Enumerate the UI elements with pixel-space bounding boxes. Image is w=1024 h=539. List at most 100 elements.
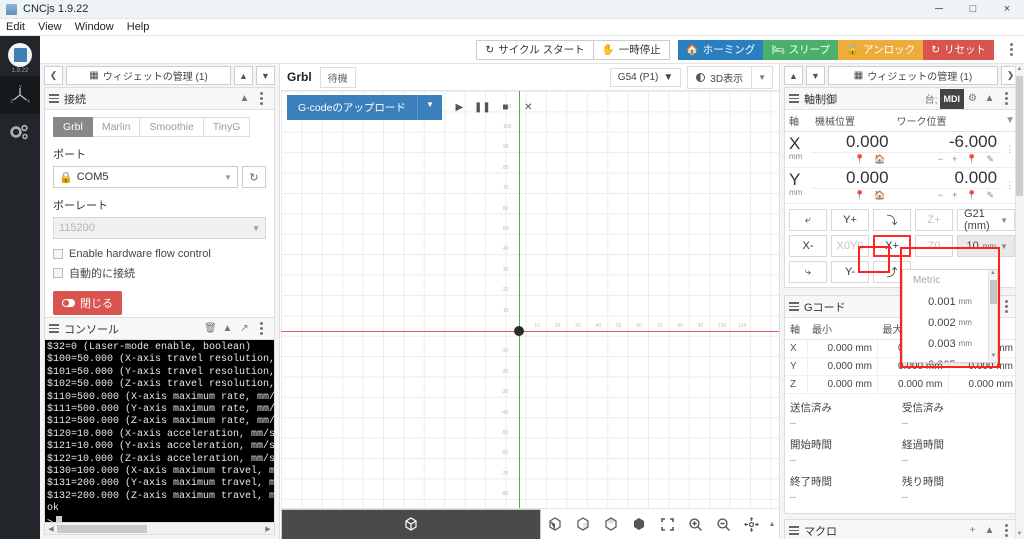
front-view-icon[interactable] <box>541 509 569 539</box>
edit-icon[interactable]: ✎ <box>986 190 995 200</box>
refresh-ports-button[interactable]: ↻ <box>242 166 266 188</box>
menu-item-edit[interactable]: Edit <box>6 21 25 33</box>
wcs-select[interactable]: G54 (P1) ▼ <box>609 67 682 87</box>
close-connection-button[interactable]: 閉じる <box>53 291 122 315</box>
trash-icon[interactable]: 🗑 <box>204 323 217 334</box>
jog-down-left-icon[interactable]: ⤷ <box>789 261 827 283</box>
maximize-button[interactable]: □ <box>969 3 977 15</box>
console-hscrollbar[interactable]: ◀ ▶ <box>45 522 274 534</box>
zero-pin-icon[interactable]: 📍 <box>854 154 866 164</box>
console-collapse-icon[interactable]: ▲ <box>222 323 233 334</box>
right-move-down-button[interactable]: ▼ <box>806 66 825 85</box>
plus-icon[interactable]: + <box>952 190 958 200</box>
left-move-down-button[interactable]: ▼ <box>256 66 275 85</box>
jog-z-plus-button[interactable]: Z+ <box>915 209 953 231</box>
view-options-caret[interactable]: ▼ <box>751 65 773 89</box>
home-icon[interactable]: 🏠 <box>874 190 886 200</box>
reset-button[interactable]: ↻ リセット <box>923 39 994 60</box>
close-button[interactable]: × <box>1003 3 1011 15</box>
mdi-button[interactable]: MDI <box>939 88 964 109</box>
toggle-3d-view-button[interactable]: 3D表示 <box>687 65 752 89</box>
keypad-icon[interactable]: 台; <box>924 95 938 106</box>
expand-icon[interactable]: ↗ <box>240 323 249 334</box>
collapse-left-button[interactable]: ❮ <box>44 66 63 85</box>
console-hscroll-track[interactable] <box>57 523 262 535</box>
jog-xy-zero-button[interactable]: X0Y0 <box>831 235 869 257</box>
caret-up-icon[interactable]: ▲ <box>768 520 776 528</box>
scroll-down-icon[interactable]: ▼ <box>1016 531 1023 537</box>
move-camera-icon[interactable] <box>737 509 765 539</box>
port-select[interactable]: 🔒 COM5 ▼ <box>53 166 238 188</box>
set-pin-icon[interactable]: 📍 <box>966 190 978 200</box>
cycle-start-button[interactable]: ↻ サイクル スタート <box>476 39 594 60</box>
pause-icon[interactable]: ❚❚ <box>473 101 491 113</box>
axis-x-menu[interactable]: ⋮ <box>1001 131 1019 168</box>
jog-up-right-icon[interactable]: ⤵ <box>873 209 911 231</box>
dropdown-option-0001[interactable]: 0.001 mm <box>903 291 997 312</box>
axes-collapse-icon[interactable]: ▲ <box>984 93 995 104</box>
drag-handle-icon[interactable] <box>789 302 799 311</box>
drag-handle-icon[interactable] <box>49 94 59 103</box>
connection-overflow-menu[interactable] <box>253 89 270 109</box>
axes-overflow-menu[interactable] <box>998 89 1015 109</box>
top-view-icon[interactable] <box>569 509 597 539</box>
menu-item-view[interactable]: View <box>37 21 62 33</box>
play-icon[interactable]: ▶ <box>455 101 464 113</box>
flow-control-row[interactable]: Enable hardware flow control <box>53 248 266 260</box>
jog-z-zero-button[interactable]: Z0 <box>915 235 953 257</box>
pause-button[interactable]: ✋ 一時停止 <box>593 39 670 60</box>
drag-handle-icon[interactable] <box>789 94 799 103</box>
firmware-tab-grbl[interactable]: Grbl <box>53 117 93 137</box>
baud-select[interactable]: 115200 ▼ <box>53 217 266 239</box>
right-widget-manager-button[interactable]: ▦ ウィジェットの管理 (1) <box>828 66 998 85</box>
jog-x-plus-button[interactable]: X+ <box>873 235 911 257</box>
jog-y-minus-button[interactable]: Y- <box>831 261 869 283</box>
visualizer-canvas[interactable]: 10 20 30 40 50 60 70 80 90 100 110 10 20 30 40 50 60 70 80… <box>281 91 779 508</box>
right-view-icon[interactable] <box>597 509 625 539</box>
minus-icon[interactable]: − <box>937 154 944 164</box>
add-macro-icon[interactable]: + <box>969 525 976 536</box>
axis-y-menu[interactable]: ⋮ <box>1001 167 1019 204</box>
console-overflow-menu[interactable] <box>253 319 270 339</box>
macro-overflow-menu[interactable] <box>998 521 1015 539</box>
macro-collapse-icon[interactable]: ▲ <box>984 525 995 536</box>
step-size-dropdown[interactable]: Metric 0.001 mm 0.002 mm 0.003 mm 0.005 … <box>902 269 998 363</box>
auto-connect-checkbox[interactable] <box>53 268 63 278</box>
cube-view-icon[interactable] <box>625 509 653 539</box>
axis-table-menu-icon[interactable]: ▼ <box>1001 110 1019 132</box>
dropdown-scroll-thumb[interactable] <box>990 280 997 304</box>
left-move-up-button[interactable]: ▲ <box>234 66 253 85</box>
console-output[interactable]: $32=0 (Laser-mode enable, boolean) $100=… <box>45 340 274 522</box>
dropdown-option-0003[interactable]: 0.003 mm <box>903 333 997 354</box>
topbar-overflow-menu[interactable] <box>1002 43 1020 56</box>
plus-icon[interactable]: + <box>952 154 958 164</box>
scroll-left-icon[interactable]: ◀ <box>48 525 54 533</box>
unlock-button[interactable]: 🔒 アンロック <box>838 39 924 60</box>
work-pos-y[interactable]: 0.000 <box>892 167 1002 189</box>
menu-item-window[interactable]: Window <box>74 21 114 33</box>
rail-item-settings[interactable] <box>0 114 40 152</box>
right-scroll-thumb[interactable] <box>1016 76 1023 196</box>
close-icon[interactable]: ✕ <box>524 101 533 113</box>
edit-icon[interactable]: ✎ <box>986 154 995 164</box>
minus-icon[interactable]: − <box>937 190 944 200</box>
upload-gcode-button[interactable]: G-codeのアップロード <box>287 94 417 120</box>
sleep-button[interactable]: 🛏 スリープ <box>763 39 839 60</box>
scroll-right-icon[interactable]: ▶ <box>265 525 271 533</box>
right-move-up-button[interactable]: ▲ <box>784 66 803 85</box>
stop-icon[interactable]: ■ <box>502 101 509 113</box>
drag-handle-icon[interactable] <box>789 526 799 535</box>
console-hscroll-thumb[interactable] <box>57 524 147 533</box>
firmware-tab-marlin[interactable]: Marlin <box>92 117 141 137</box>
step-size-select[interactable]: 10 mm ▼ <box>957 235 1015 257</box>
gear-icon[interactable]: ⚙ <box>968 93 977 104</box>
units-select[interactable]: G21 (mm) ▼ <box>957 208 1015 232</box>
jog-up-left-icon[interactable]: ⤶ <box>789 209 827 231</box>
right-column-scrollbar[interactable]: ▲ ▼ <box>1015 64 1024 539</box>
jog-y-plus-button[interactable]: Y+ <box>831 209 869 231</box>
gcode-overflow-menu[interactable] <box>998 297 1015 317</box>
scroll-down-icon[interactable]: ▼ <box>990 353 997 359</box>
set-pin-icon[interactable]: 📍 <box>966 154 978 164</box>
scroll-up-icon[interactable]: ▲ <box>1016 66 1023 72</box>
home-icon[interactable]: 🏠 <box>874 154 886 164</box>
